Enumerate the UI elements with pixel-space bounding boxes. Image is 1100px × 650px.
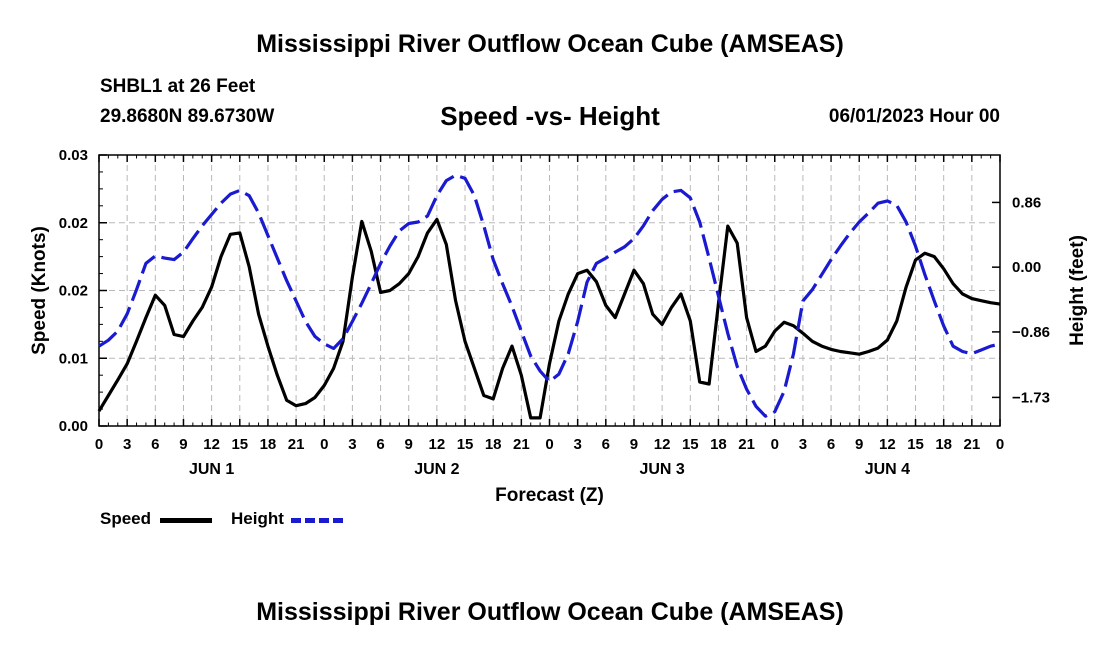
- chart-subtitle: Speed -vs- Height: [440, 101, 660, 131]
- coordinates-label: 29.8680N 89.6730W: [100, 106, 275, 127]
- x-tick-label: 15: [457, 436, 474, 453]
- chart-title: Mississippi River Outflow Ocean Cube (AM…: [256, 30, 844, 58]
- x-tick-label: 6: [602, 436, 610, 453]
- x-tick-label: 12: [429, 436, 446, 453]
- legend-height-label: Height: [231, 509, 284, 528]
- x-tick-label: 3: [123, 436, 131, 453]
- y2-tick-label: 0.86: [1012, 194, 1041, 211]
- x-tick-label: 3: [573, 436, 581, 453]
- plot-frame: [98, 154, 1001, 427]
- x-tick-label: 3: [348, 436, 356, 453]
- y2-tick-label: 0.00: [1012, 259, 1041, 276]
- x-tick-label: 12: [879, 436, 896, 453]
- day-label: JUN 3: [639, 461, 684, 478]
- day-label: JUN 4: [865, 461, 910, 478]
- day-label: JUN 1: [189, 461, 234, 478]
- x-tick-label: 0: [320, 436, 328, 453]
- x-tick-label: 18: [710, 436, 727, 453]
- legend-speed-label: Speed: [100, 509, 152, 528]
- y-tick-label: 0.02: [59, 283, 88, 300]
- y-axis-title: Speed (Knots): [29, 226, 50, 355]
- legend-speed-swatch: [160, 518, 212, 523]
- x-tick-label: 18: [935, 436, 952, 453]
- legend-height-swatch: [291, 518, 343, 523]
- x-tick-label: 18: [485, 436, 502, 453]
- series-line-speed: [97, 217, 1001, 420]
- x-tick-label: 15: [682, 436, 699, 453]
- forecast-date-label: 06/01/2023 Hour 00: [828, 106, 1000, 127]
- x-tick-label: 9: [630, 436, 638, 453]
- y2-tick-label: −0.86: [1012, 324, 1050, 341]
- y-tick-label: 0.02: [59, 215, 88, 232]
- x-tick-label: 15: [907, 436, 924, 453]
- y2-axis-title: Height (feet): [1067, 235, 1088, 346]
- x-tick-label: 0: [996, 436, 1004, 453]
- x-tick-label: 0: [545, 436, 553, 453]
- y-tick-label: 0.01: [59, 350, 88, 367]
- x-tick-label: 21: [288, 436, 305, 453]
- footer-title: Mississippi River Outflow Ocean Cube (AM…: [256, 598, 844, 626]
- x-tick-label: 21: [513, 436, 530, 453]
- x-tick-label: 9: [179, 436, 187, 453]
- day-label: JUN 2: [414, 461, 459, 478]
- x-tick-label: 3: [799, 436, 807, 453]
- x-tick-label: 0: [771, 436, 779, 453]
- y2-tick-label: −1.73: [1012, 389, 1050, 406]
- x-tick-label: 9: [855, 436, 863, 453]
- x-tick-label: 0: [95, 436, 103, 453]
- y-tick-label: 0.00: [59, 418, 88, 435]
- y-tick-label: 0.03: [59, 147, 88, 164]
- x-tick-label: 12: [203, 436, 220, 453]
- x-tick-label: 6: [827, 436, 835, 453]
- x-axis-title: Forecast (Z): [495, 485, 604, 506]
- x-tick-label: 9: [405, 436, 413, 453]
- series-line-height: [98, 173, 1001, 418]
- station-label: SHBL1 at 26 Feet: [100, 76, 256, 97]
- x-tick-label: 21: [964, 436, 981, 453]
- x-tick-label: 15: [231, 436, 248, 453]
- x-tick-label: 6: [151, 436, 159, 453]
- x-tick-label: 6: [376, 436, 384, 453]
- x-tick-label: 18: [260, 436, 277, 453]
- x-tick-label: 21: [738, 436, 755, 453]
- x-tick-label: 12: [654, 436, 671, 453]
